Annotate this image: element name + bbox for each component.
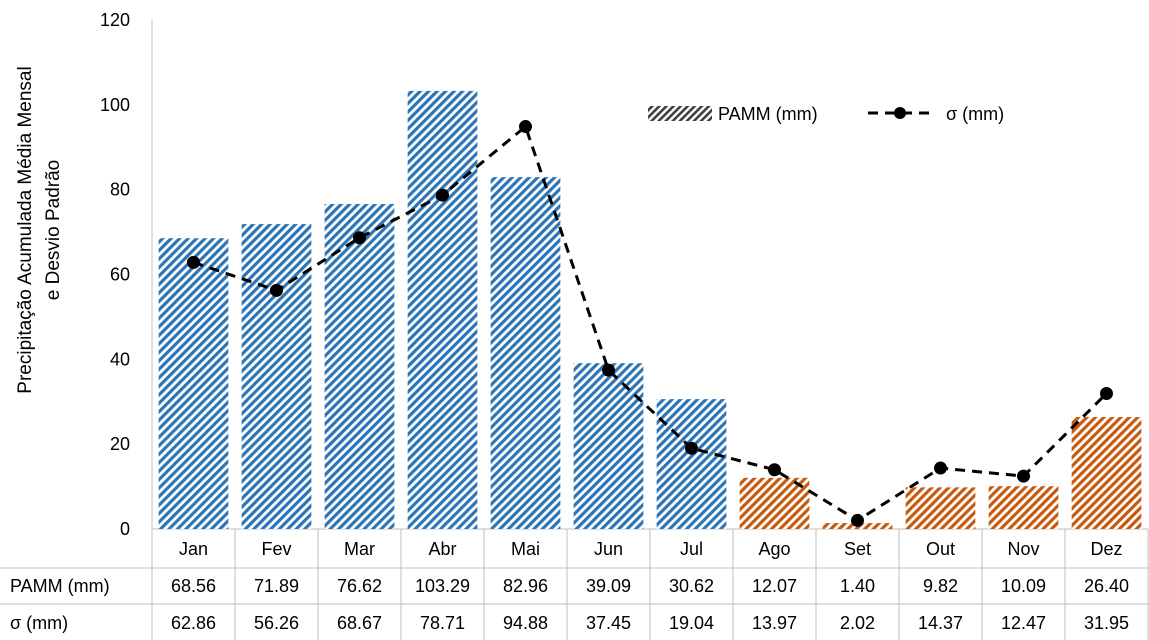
table-header-cell: Mar (344, 539, 375, 559)
y-tick-label: 120 (100, 10, 130, 30)
table-header-cell: Set (844, 539, 871, 559)
table-cell-pamm: 26.40 (1084, 576, 1129, 596)
sigma-series-line (193, 124, 1108, 523)
table-cell-pamm: 39.09 (586, 576, 631, 596)
y-axis-title-line-1: Precipitação Acumulada Média Mensal (15, 66, 36, 393)
y-tick-label: 100 (100, 95, 130, 115)
table-cell-sigma: 13.97 (752, 613, 797, 633)
table-cell-sigma: 14.37 (918, 613, 963, 633)
sigma-point-ago (768, 463, 781, 477)
bar-abr (407, 90, 478, 530)
table-cell-sigma: 31.95 (1084, 613, 1129, 633)
sigma-point-nov (1017, 469, 1030, 483)
table-cell-pamm: 30.62 (669, 576, 714, 596)
table-cell-pamm: 71.89 (254, 576, 299, 596)
legend-swatch-sigma-marker (894, 107, 906, 119)
table-header-cell: Fev (261, 539, 291, 559)
sigma-line-layer (187, 120, 1113, 527)
table-cell-pamm: 68.56 (171, 576, 216, 596)
table-cell-sigma: 19.04 (669, 613, 714, 633)
table-header-cell: Jan (179, 539, 208, 559)
sigma-point-jul (685, 441, 698, 455)
table-cell-pamm: 1.40 (840, 576, 875, 596)
table-header-cell: Nov (1007, 539, 1039, 559)
bar-mar (324, 204, 395, 530)
y-tick-label: 80 (110, 180, 130, 200)
bar-mai (490, 177, 561, 529)
bars-layer (158, 90, 1142, 530)
bar-jun (573, 363, 644, 529)
bar-out (905, 487, 976, 529)
table-cell-sigma: 78.71 (420, 613, 465, 633)
y-ticks: 0 20 40 60 80 100 120 (100, 10, 130, 539)
legend-label-pamm: PAMM (mm) (718, 104, 818, 124)
table-row-label-sigma: σ (mm) (10, 613, 68, 633)
bar-ago (739, 477, 810, 529)
sigma-point-abr (436, 188, 449, 202)
table-cell-sigma: 94.88 (503, 613, 548, 633)
legend-swatch-pamm (648, 106, 712, 121)
table-row-label-pamm: PAMM (mm) (10, 576, 110, 596)
bar-jan (158, 238, 229, 529)
table-cell-pamm: 82.96 (503, 576, 548, 596)
table-cell-sigma: 62.86 (171, 613, 216, 633)
table-header-cell: Jul (680, 539, 703, 559)
table-cell-pamm: 9.82 (923, 576, 958, 596)
table-cell-pamm: 103.29 (415, 576, 470, 596)
bar-dez (1071, 417, 1142, 529)
y-tick-label: 0 (120, 519, 130, 539)
table-cell-pamm: 12.07 (752, 576, 797, 596)
y-axis-title-line-2: e Desvio Padrão (43, 160, 64, 300)
table-cell-sigma: 2.02 (840, 613, 875, 633)
sigma-point-mai (519, 120, 532, 134)
y-tick-label: 20 (110, 434, 130, 454)
sigma-point-mar (353, 231, 366, 245)
table-header-cell: Mai (511, 539, 540, 559)
table-header-cell: Out (926, 539, 955, 559)
table-header-cell: Dez (1090, 539, 1122, 559)
sigma-point-jun (602, 363, 615, 377)
table-cell-sigma: 37.45 (586, 613, 631, 633)
sigma-point-set (851, 513, 864, 527)
table-cell-sigma: 68.67 (337, 613, 382, 633)
table-header-cell: Abr (428, 539, 456, 559)
data-table: Jan Fev Mar Abr Mai Jun Jul Ago Set Out Nov Dez PAMM… (0, 529, 1149, 640)
table-cell-sigma: 12.47 (1001, 613, 1046, 633)
table-cell-pamm: 76.62 (337, 576, 382, 596)
table-cell-sigma: 56.26 (254, 613, 299, 633)
bar-nov (988, 486, 1059, 529)
table-cell-pamm: 10.09 (1001, 576, 1046, 596)
legend-label-sigma: σ (mm) (946, 104, 1004, 124)
table-header-cell: Ago (758, 539, 790, 559)
sigma-point-jan (187, 255, 200, 269)
bar-jul (656, 399, 727, 529)
legend: PAMM (mm) σ (mm) (648, 104, 1004, 124)
y-tick-label: 60 (110, 265, 130, 285)
y-tick-label: 40 (110, 349, 130, 369)
sigma-point-dez (1100, 386, 1113, 400)
sigma-point-fev (270, 283, 283, 297)
table-header-cell: Jun (594, 539, 623, 559)
bar-fev (241, 224, 312, 529)
sigma-point-out (934, 461, 947, 475)
